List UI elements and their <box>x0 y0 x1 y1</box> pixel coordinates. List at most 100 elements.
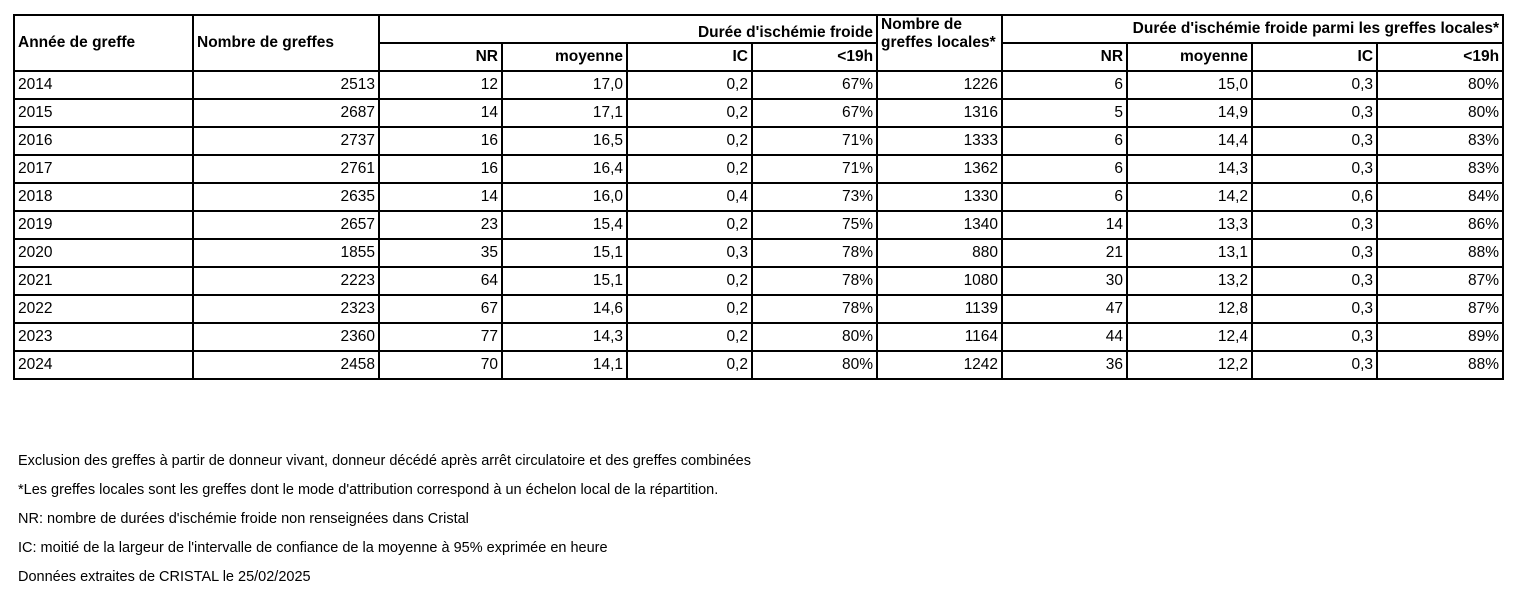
table-cell: 78% <box>750 266 879 296</box>
cell-year: 2014 <box>13 70 194 100</box>
table-cell: 1164 <box>876 322 1004 352</box>
table-cell: 0,2 <box>626 350 753 380</box>
table-cell: 14 <box>1001 210 1129 240</box>
table-cell: 1340 <box>876 210 1004 240</box>
table-cell: 15,4 <box>501 210 628 240</box>
table-cell: 80% <box>1376 70 1505 100</box>
header-row-sub: NR moyenne IC <19h NR moyenne IC <19h <box>14 42 1505 72</box>
table-cell: 14 <box>378 182 503 212</box>
table-cell: 67 <box>378 294 503 324</box>
table-cell: 14,3 <box>1126 154 1254 184</box>
table-cell: 15,1 <box>501 238 628 268</box>
table-cell: 75% <box>750 210 879 240</box>
table-cell: 6 <box>1001 126 1129 156</box>
header-ic: IC <box>626 42 753 72</box>
table-cell: 880 <box>876 238 1004 268</box>
table-cell: 88% <box>1376 238 1505 268</box>
table-cell: 80% <box>750 322 879 352</box>
table-cell: 83% <box>1376 126 1505 156</box>
table-cell: 44 <box>1001 322 1129 352</box>
table-cell: 0,6 <box>1251 182 1379 212</box>
header-mean: moyenne <box>501 42 628 72</box>
table-cell: 2360 <box>192 322 380 352</box>
table-cell: 17,0 <box>501 70 628 100</box>
cell-year: 2019 <box>13 210 194 240</box>
cell-year: 2017 <box>13 154 194 184</box>
table-cell: 17,1 <box>501 98 628 128</box>
table-cell: 2513 <box>192 70 380 100</box>
table-cell: 23 <box>378 210 503 240</box>
cell-year: 2015 <box>13 98 194 128</box>
table-cell: 86% <box>1376 210 1505 240</box>
cell-year: 2020 <box>13 238 194 268</box>
table-cell: 0,3 <box>1251 126 1379 156</box>
table-cell: 0,3 <box>1251 70 1379 100</box>
table-cell: 0,2 <box>626 98 753 128</box>
table-cell: 2323 <box>192 294 380 324</box>
table-row: 2020 1855 35 15,1 0,3 78% 880 21 13,1 0,3 88% <box>13 238 1505 268</box>
table-cell: 16,0 <box>501 182 628 212</box>
header-local-mean: moyenne <box>1126 42 1254 72</box>
table-cell: 87% <box>1376 266 1505 296</box>
note-ic: IC: moitié de la largeur de l'intervalle… <box>18 540 608 556</box>
table-cell: 2635 <box>192 182 380 212</box>
table-cell: 6 <box>1001 182 1129 212</box>
table-cell: 77 <box>378 322 503 352</box>
table-cell: 0,2 <box>626 266 753 296</box>
table-cell: 0,3 <box>1251 238 1379 268</box>
header-under-19h: <19h <box>750 42 879 72</box>
footnotes: Exclusion des greffes à partir de donneu… <box>18 447 751 592</box>
table-cell: 84% <box>1376 182 1505 212</box>
table-cell: 12 <box>378 70 503 100</box>
table-cell: 0,2 <box>626 210 753 240</box>
table-cell: 2761 <box>192 154 380 184</box>
table-cell: 14 <box>378 98 503 128</box>
table-cell: 1855 <box>192 238 380 268</box>
table-cell: 1330 <box>876 182 1004 212</box>
table-cell: 1139 <box>876 294 1004 324</box>
table-cell: 80% <box>1376 98 1505 128</box>
table-cell: 67% <box>750 98 879 128</box>
table-cell: 67% <box>750 70 879 100</box>
table-cell: 0,3 <box>1251 294 1379 324</box>
table-cell: 5 <box>1001 98 1129 128</box>
table-cell: 2458 <box>192 350 380 380</box>
table-cell: 89% <box>1376 322 1505 352</box>
table-row: 2021 2223 64 15,1 0,2 78% 1080 30 13,2 0,3 87% <box>13 266 1505 296</box>
table-cell: 1316 <box>876 98 1004 128</box>
header-row-top: Année de greffe Nombre de greffes Durée … <box>13 14 1505 72</box>
table-cell: 30 <box>1001 266 1129 296</box>
table-cell: 12,2 <box>1126 350 1254 380</box>
note-local-grafts: *Les greffes locales sont les greffes do… <box>18 482 719 498</box>
table-row: 2017 2761 16 16,4 0,2 71% 1362 6 14,3 0,3 83% <box>13 154 1505 184</box>
table-cell: 16 <box>378 126 503 156</box>
table-cell: 12,8 <box>1126 294 1254 324</box>
table-cell: 16 <box>378 154 503 184</box>
table-cell: 2737 <box>192 126 380 156</box>
note-source: Données extraites de CRISTAL le 25/02/20… <box>18 569 311 585</box>
table-cell: 0,2 <box>626 294 753 324</box>
cell-year: 2016 <box>13 126 194 156</box>
note-exclusion: Exclusion des greffes à partir de donneu… <box>18 453 751 469</box>
table-cell: 1242 <box>876 350 1004 380</box>
table-cell: 15,1 <box>501 266 628 296</box>
header-year: Année de greffe <box>13 14 194 72</box>
table-cell: 0,4 <box>626 182 753 212</box>
table-cell: 1362 <box>876 154 1004 184</box>
table-cell: 71% <box>750 154 879 184</box>
table-cell: 1333 <box>876 126 1004 156</box>
table-cell: 13,3 <box>1126 210 1254 240</box>
table-cell: 80% <box>750 350 879 380</box>
table-cell: 0,3 <box>1251 210 1379 240</box>
table-row: 2024 2458 70 14,1 0,2 80% 1242 36 12,2 0,3 88% <box>13 350 1505 380</box>
table-cell: 0,2 <box>626 70 753 100</box>
table-cell: 6 <box>1001 70 1129 100</box>
table-cell: 0,3 <box>626 238 753 268</box>
cell-year: 2022 <box>13 294 194 324</box>
header-grafts: Nombre de greffes <box>192 14 380 72</box>
table-row: 2022 2323 67 14,6 0,2 78% 1139 47 12,8 0,3 87% <box>13 294 1505 324</box>
table-cell: 71% <box>750 126 879 156</box>
table-cell: 47 <box>1001 294 1129 324</box>
table-cell: 1080 <box>876 266 1004 296</box>
table-cell: 78% <box>750 294 879 324</box>
